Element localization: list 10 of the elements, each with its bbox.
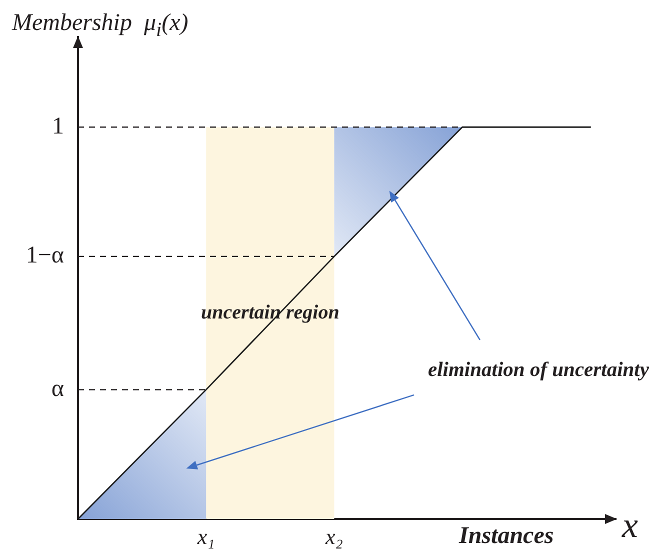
ref-line-label: α [51, 376, 64, 402]
annotation: elimination of uncertainty [428, 358, 649, 381]
ref-line-label: 1−α [26, 242, 64, 269]
y-axis-title: Membership μ$_{i}$(x) [12, 10, 188, 41]
band-label: uncertain region [200, 301, 340, 324]
text: x [622, 505, 638, 545]
x-tick-label: x₁ [196, 524, 215, 549]
x-tick-label: x₂ [324, 524, 344, 549]
x-axis-title: Instances [459, 523, 554, 549]
ref-line-label: 1 [52, 113, 64, 140]
